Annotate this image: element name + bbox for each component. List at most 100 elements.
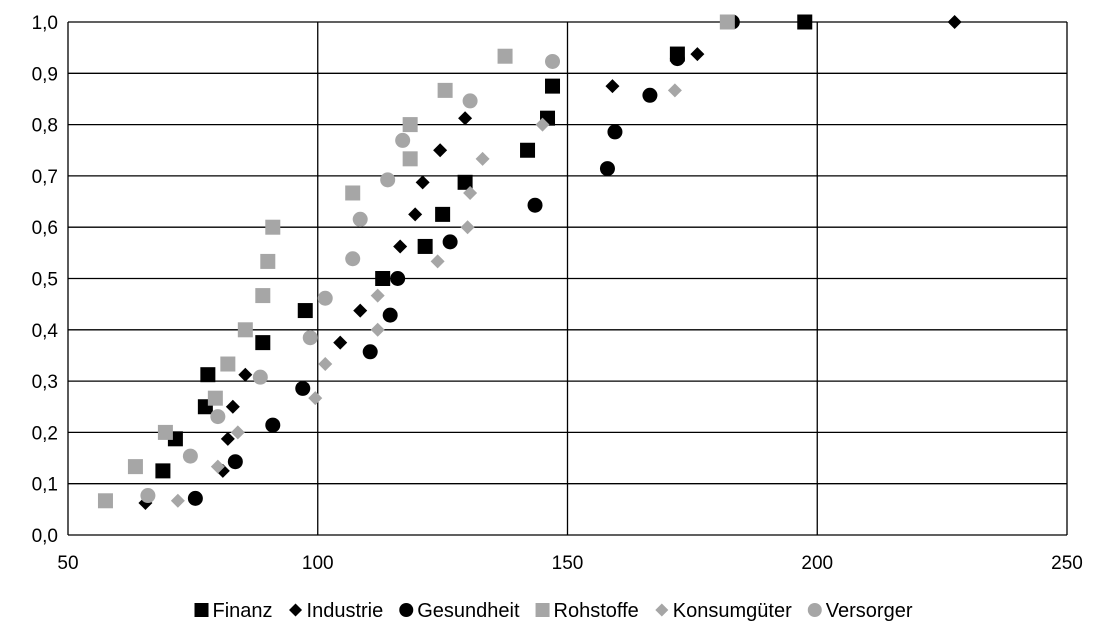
data-point [220, 431, 235, 446]
data-point [265, 219, 281, 235]
data-point [457, 174, 473, 190]
series-gesundheit [187, 14, 740, 506]
grid-layer [67, 21, 1068, 536]
data-point [415, 175, 430, 190]
data-point [545, 53, 561, 69]
data-point [375, 271, 391, 286]
legend-circle-marker [399, 603, 414, 617]
data-point [545, 78, 561, 94]
data-point [265, 417, 281, 433]
data-point [599, 161, 615, 177]
data-point [127, 459, 143, 475]
y-tick-label: 0,0 [32, 526, 58, 547]
y-tick-label: 0,4 [32, 321, 59, 342]
series-konsumgüter [170, 83, 682, 508]
data-point [430, 254, 445, 269]
data-point [227, 454, 243, 470]
data-point [220, 356, 236, 372]
data-point [260, 253, 276, 269]
data-point [345, 185, 361, 201]
legend: Finanz Industrie Gesundheit Rohstoffe Konsum… [194, 600, 913, 622]
legend-label: Rohstoffe [554, 600, 639, 622]
legend-item: Industrie [289, 600, 383, 622]
data-point [475, 151, 490, 166]
data-point [607, 124, 623, 140]
legend-label: Gesundheit [417, 600, 520, 622]
data-point [140, 488, 156, 504]
data-point [690, 47, 705, 62]
data-point [210, 409, 226, 425]
data-point [527, 197, 543, 213]
data-point [255, 288, 271, 304]
data-point [719, 14, 735, 30]
y-tick-label: 0,3 [32, 372, 58, 393]
data-point [462, 93, 478, 109]
data-point [390, 271, 406, 286]
data-point [345, 251, 361, 267]
data-point [642, 87, 658, 103]
data-point [302, 330, 318, 346]
data-point [370, 322, 385, 337]
data-point [333, 335, 348, 350]
legend-item: Rohstoffe [535, 600, 639, 622]
data-point [170, 493, 185, 508]
y-tick-label: 1,0 [32, 13, 58, 34]
data-point [370, 288, 385, 303]
legend-diamond-marker [655, 603, 669, 617]
y-tick-label: 0,5 [32, 270, 58, 291]
y-tick-label: 0,6 [32, 218, 58, 239]
data-point [402, 151, 418, 167]
data-point [182, 448, 198, 464]
y-tick-label: 0,8 [32, 116, 58, 137]
legend-item: Gesundheit [399, 600, 520, 622]
data-point [318, 357, 333, 372]
data-point [417, 238, 433, 254]
data-point [238, 367, 253, 382]
data-point [393, 239, 408, 254]
y-tick-label: 0,2 [32, 423, 58, 444]
series-finanz [155, 14, 813, 479]
tick-layer: 0,0 0,1 0,2 0,3 0,4 0,5 0,6 0,7 0,8 0,9 1,0 50 100 15… [32, 13, 1083, 574]
data-point [200, 367, 216, 383]
data-point [433, 143, 448, 158]
data-point [352, 211, 368, 227]
data-point [435, 206, 451, 222]
data-point [155, 463, 171, 479]
x-tick-label: 100 [302, 553, 334, 574]
data-point [225, 399, 240, 414]
legend-square-marker [535, 603, 550, 617]
data-point [317, 290, 333, 306]
data-point [442, 234, 458, 250]
data-point [947, 15, 962, 29]
data-point [353, 303, 368, 318]
data-point [797, 14, 813, 30]
legend-label: Konsumgüter [673, 600, 792, 622]
data-point [408, 207, 423, 222]
y-tick-label: 0,9 [32, 64, 58, 85]
data-point [252, 369, 268, 385]
series-industrie [138, 15, 962, 510]
data-point [535, 117, 550, 132]
data-point [187, 490, 203, 506]
series-versorger [140, 53, 561, 504]
legend-square-marker [194, 603, 209, 617]
legend-item: Finanz [194, 600, 273, 622]
series-rohstoffe [97, 14, 735, 509]
data-point [463, 185, 478, 200]
data-point [207, 390, 223, 406]
data-point [362, 344, 378, 360]
point-layer [97, 14, 962, 510]
data-point [520, 142, 536, 158]
data-point [669, 51, 685, 67]
x-tick-label: 50 [57, 553, 78, 574]
x-tick-label: 150 [552, 553, 584, 574]
legend-circle-marker [807, 603, 822, 617]
data-point [458, 111, 473, 126]
data-point [210, 459, 225, 474]
data-point [605, 79, 620, 94]
data-point [97, 493, 113, 509]
x-tick-label: 200 [801, 553, 833, 574]
legend-label: Industrie [307, 600, 384, 622]
data-point [667, 83, 682, 98]
